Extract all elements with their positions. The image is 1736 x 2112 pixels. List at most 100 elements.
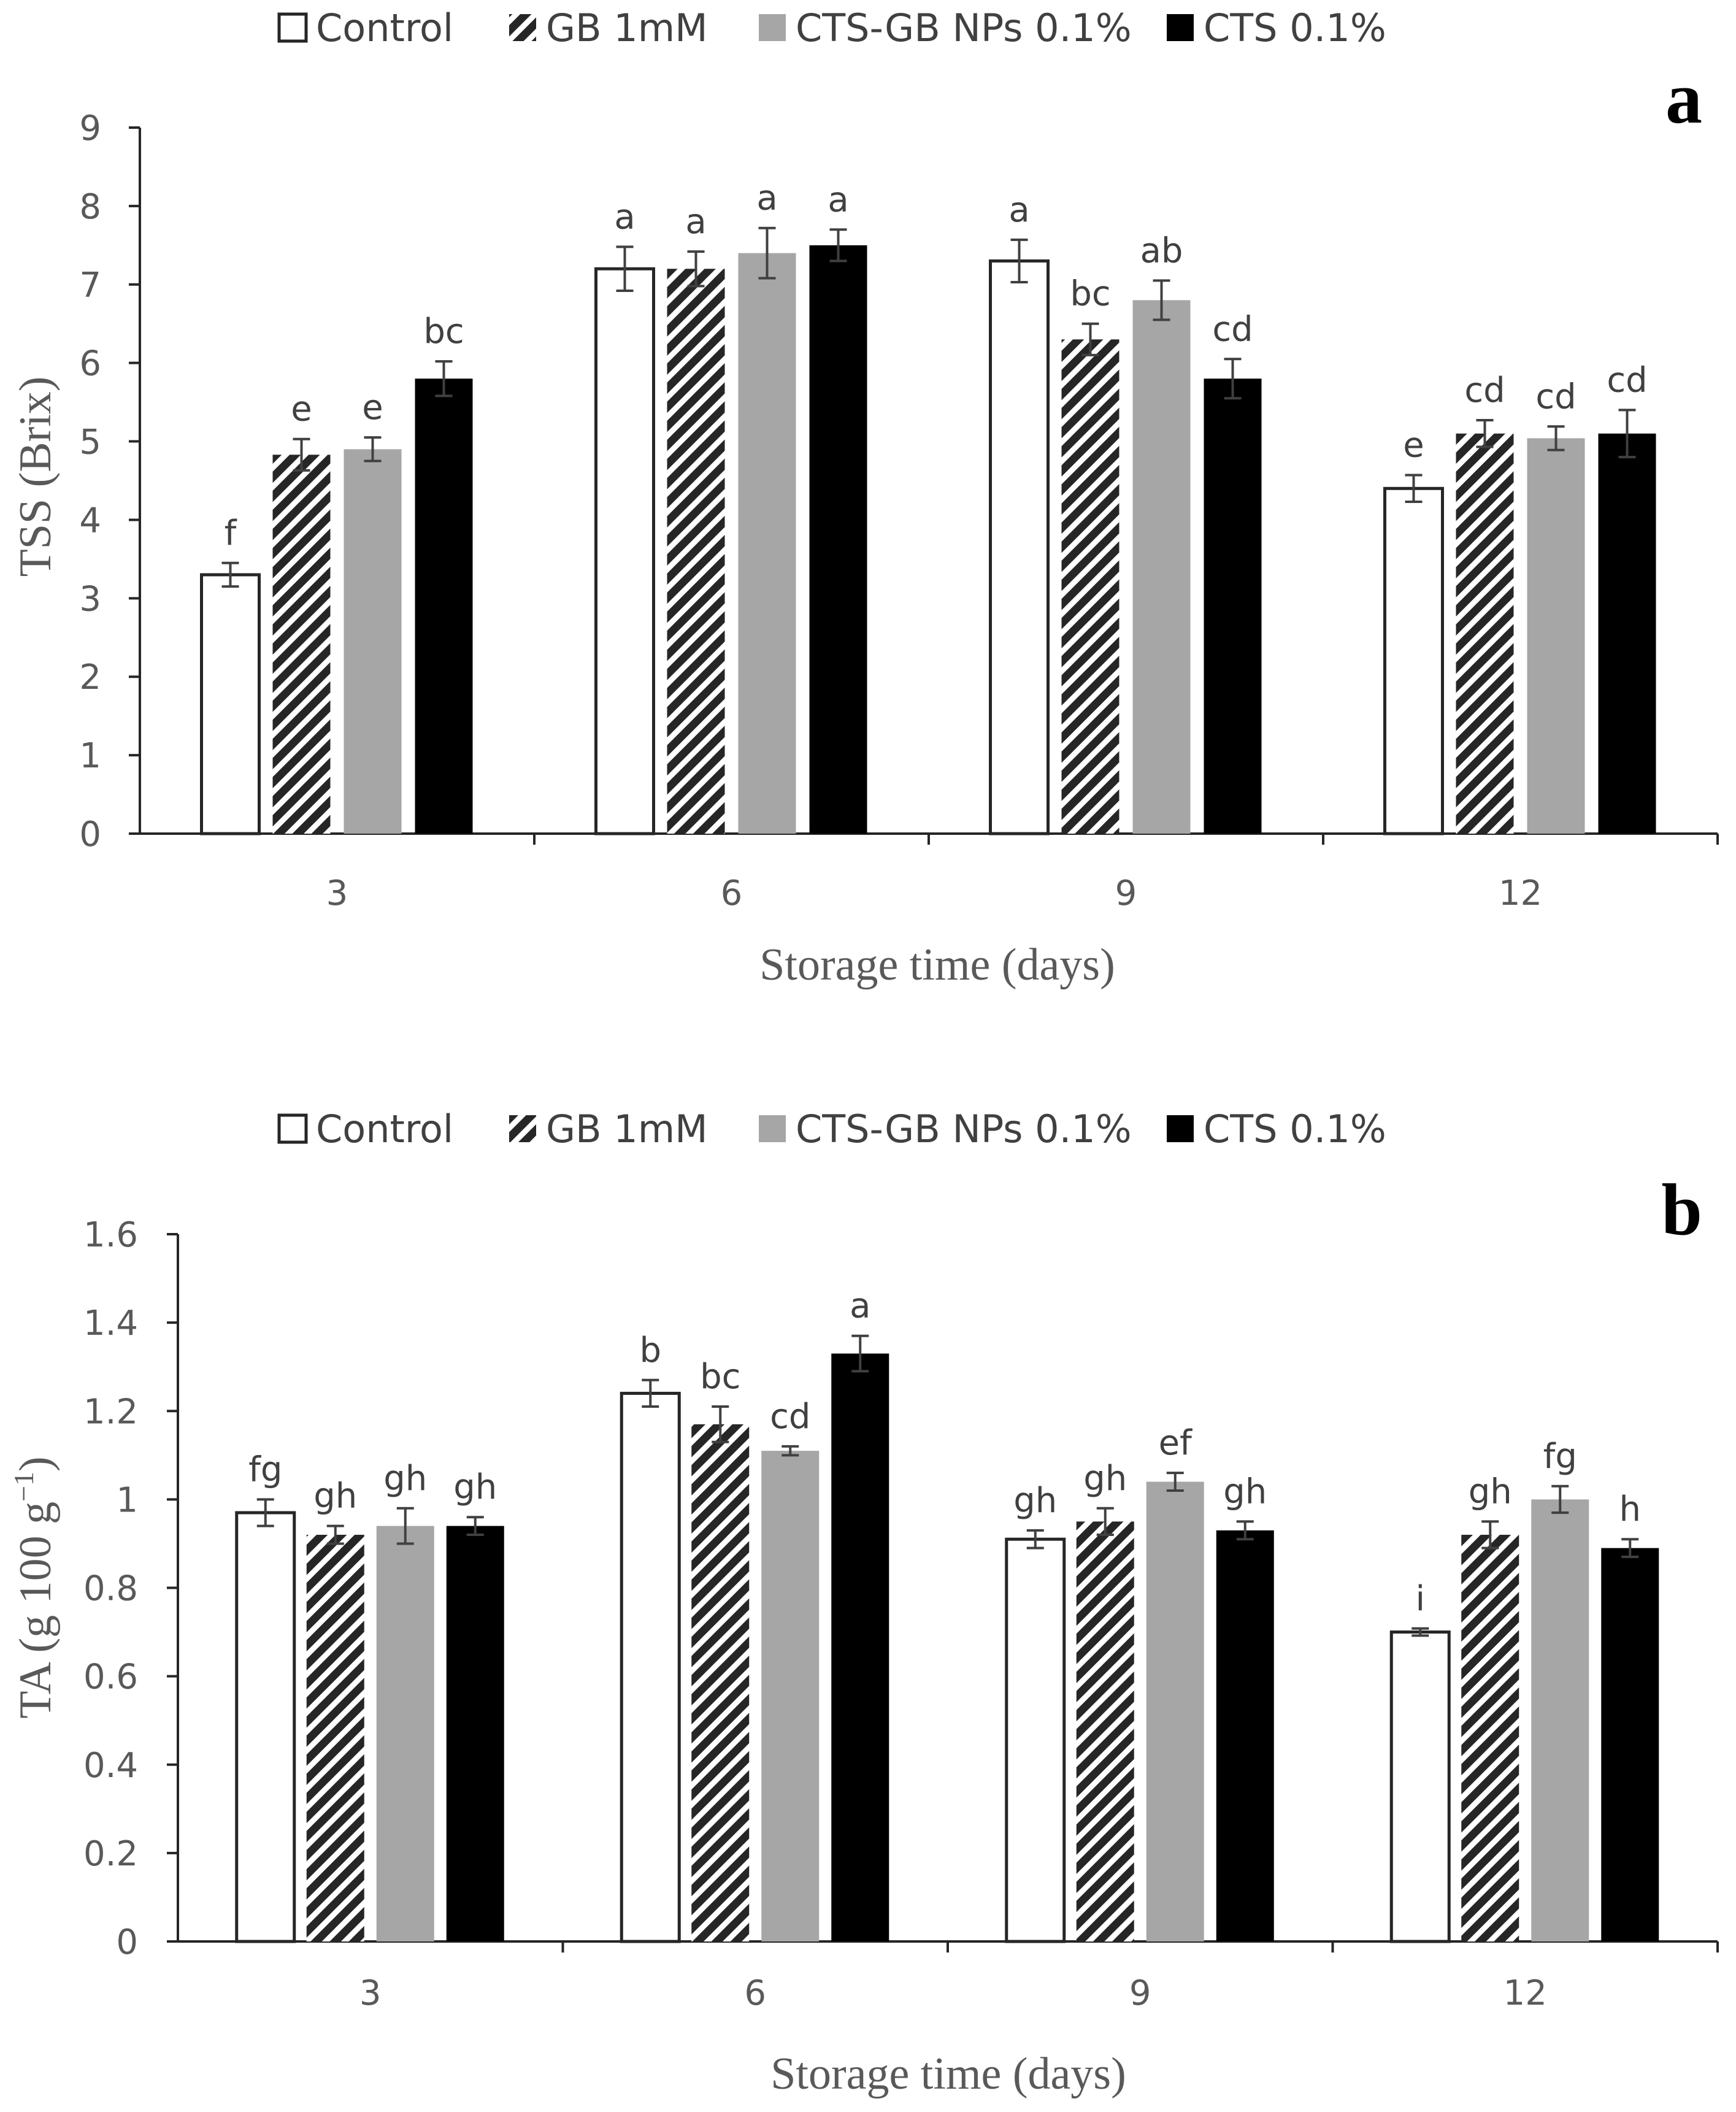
significance-label: bc [700,1357,740,1397]
error-bar [1096,1507,1114,1537]
y-axis-title: TA (g 100 g−1) [8,1456,61,1718]
legend-swatch [1167,1115,1194,1142]
error-bar [1411,1627,1429,1637]
error-bar [1026,1529,1044,1549]
chart-panel-b: Control GB 1mM CTS-GB NPs 0.1% CTS 0.1% b T… [8,1107,1719,2099]
error-bar [642,1378,659,1408]
bar-cts-gb-nps [738,253,796,834]
significance-label: gh [1223,1472,1267,1511]
error-bar [1010,238,1028,283]
legend-swatch [277,12,308,43]
x-axis-title: Storage time (days) [759,940,1115,990]
bar-gb-1mm [272,455,331,834]
significance-label: gh [313,1476,357,1516]
significance-label: cd [1212,309,1253,349]
significance-label: gh [1013,1481,1057,1521]
bar-cts [415,378,473,834]
error-bar [782,1445,799,1457]
y-tick-label: 1.4 [83,1304,138,1343]
bar-cts-gb-nps [376,1526,434,1941]
x-axis-title: Storage time (days) [770,2049,1126,2099]
significance-label: cd [1535,377,1576,417]
significance-label: cd [1607,360,1647,400]
panel-label: b [1661,1169,1702,1250]
legend-swatch [759,14,786,41]
bar-cts-gb-nps [761,1451,820,1941]
bar-cts [1204,378,1262,834]
y-axis-title: TSS (Brix) [10,377,61,577]
legend-item-control: Control [277,6,453,50]
legend-item-cts: CTS 0.1% [1167,1107,1386,1151]
error-bar [829,228,847,263]
y-tick-label: 1.6 [83,1215,138,1255]
chart-panel-a: Control GB 1mM CTS-GB NPs 0.1% CTS 0.1% a T… [10,6,1719,990]
bar-control [1389,1630,1451,1943]
significance-label: ab [1140,231,1183,271]
legend-label: CTS-GB NPs 0.1% [796,6,1132,50]
legend-swatch [509,14,536,41]
legend: Control GB 1mM CTS-GB NPs 0.1% CTS 0.1% [277,6,1386,50]
bar-cts [446,1526,504,1941]
bar-cts-gb-nps [1132,300,1191,834]
significance-label: a [756,179,777,218]
y-axis-title-superscript: −1 [8,1472,39,1502]
error-bar [1547,425,1565,451]
legend-swatch [277,1113,308,1144]
y-tick-label: 4 [79,501,101,540]
legend-item-cts-gb-nps: CTS-GB NPs 0.1% [759,6,1132,50]
error-bar [758,226,776,280]
y-axis-title-end: ) [10,1456,61,1472]
bar-gb-1mm [667,269,725,834]
error-bar [1166,1472,1184,1492]
bar-control [235,1511,296,1943]
x-tick-label: 9 [1115,874,1137,913]
y-tick-label: 5 [79,423,101,463]
error-bar [1551,1484,1569,1514]
significance-label: gh [383,1459,427,1499]
significance-label: a [850,1286,870,1326]
significance-label: bc [1070,274,1110,314]
bar-control [1005,1537,1066,1943]
legend-label: Control [316,6,453,50]
error-bar [851,1334,869,1373]
significance-label: gh [453,1467,497,1507]
bar-control [1383,486,1444,835]
panel-label: a [1665,57,1702,139]
error-bar [364,436,382,463]
y-tick-label: 1 [79,736,101,776]
y-tick-label: 1 [116,1480,138,1520]
legend-item-gb-1mm: GB 1mM [509,1107,708,1151]
error-bar [687,250,705,288]
legend-item-control: Control [277,1107,453,1151]
significance-label: f [225,513,237,553]
y-tick-label: 6 [79,344,101,384]
legend-label: CTS 0.1% [1204,1107,1386,1151]
significance-label: fg [248,1450,282,1489]
error-bar [712,1405,729,1443]
bar-cts-gb-nps [344,449,402,834]
x-tick-label: 3 [326,874,348,913]
significance-label: i [1415,1579,1425,1619]
error-bar [293,437,310,472]
y-tick-label: 0 [116,1922,138,1962]
error-bar [326,1524,344,1545]
bar-cts-gb-nps [1146,1481,1204,1941]
error-bar [396,1507,414,1545]
significance-label: cd [770,1397,810,1437]
legend-label: Control [316,1107,453,1151]
x-tick-label: 12 [1499,874,1542,913]
significance-label: a [828,180,848,220]
legend-item-gb-1mm: GB 1mM [509,6,708,50]
legend-swatch [509,1115,536,1142]
error-bar [435,360,453,397]
x-tick-label: 3 [359,1973,382,2013]
significance-label: gh [1083,1459,1127,1499]
bar-gb-1mm [1061,339,1120,834]
legend-label: GB 1mM [546,6,708,50]
legend-swatch [1167,14,1194,41]
error-bar [256,1498,274,1527]
y-tick-label: 7 [79,266,101,305]
